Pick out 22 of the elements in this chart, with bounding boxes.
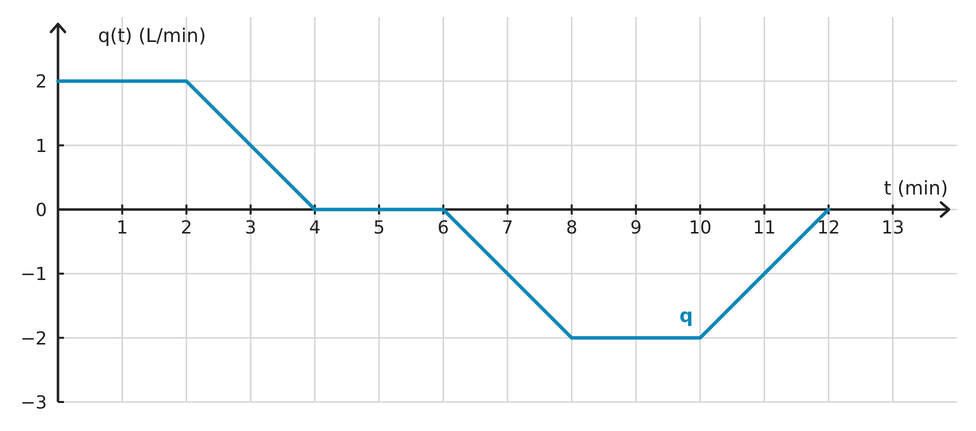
x-tick-label: 6 bbox=[438, 218, 450, 238]
x-tick-label: 11 bbox=[752, 218, 776, 238]
y-tick-label: 0 bbox=[36, 200, 47, 221]
x-tick-label: 10 bbox=[688, 218, 712, 238]
x-tick-label: 12 bbox=[817, 218, 840, 238]
x-tick-label: 13 bbox=[881, 218, 904, 238]
x-tick-label: 5 bbox=[373, 218, 385, 238]
x-tick-label: 2 bbox=[180, 218, 192, 238]
x-tick-label: 1 bbox=[116, 218, 128, 238]
x-tick-label: 7 bbox=[502, 218, 514, 238]
y-axis-title: q(t) (L/min) bbox=[98, 25, 206, 47]
y-tick-label: −2 bbox=[20, 328, 47, 350]
y-tick-label: 2 bbox=[36, 72, 47, 93]
x-tick-label: 3 bbox=[244, 218, 256, 238]
x-tick-label: 8 bbox=[566, 218, 578, 238]
y-tick-label: −3 bbox=[20, 392, 47, 414]
x-axis-title: t (min) bbox=[884, 178, 948, 200]
y-tick-label: 1 bbox=[36, 136, 47, 157]
x-tick-label: 9 bbox=[630, 218, 642, 238]
x-tick-label: 4 bbox=[309, 218, 321, 238]
y-tick-label: −1 bbox=[20, 264, 47, 286]
series-label: q bbox=[679, 304, 693, 327]
